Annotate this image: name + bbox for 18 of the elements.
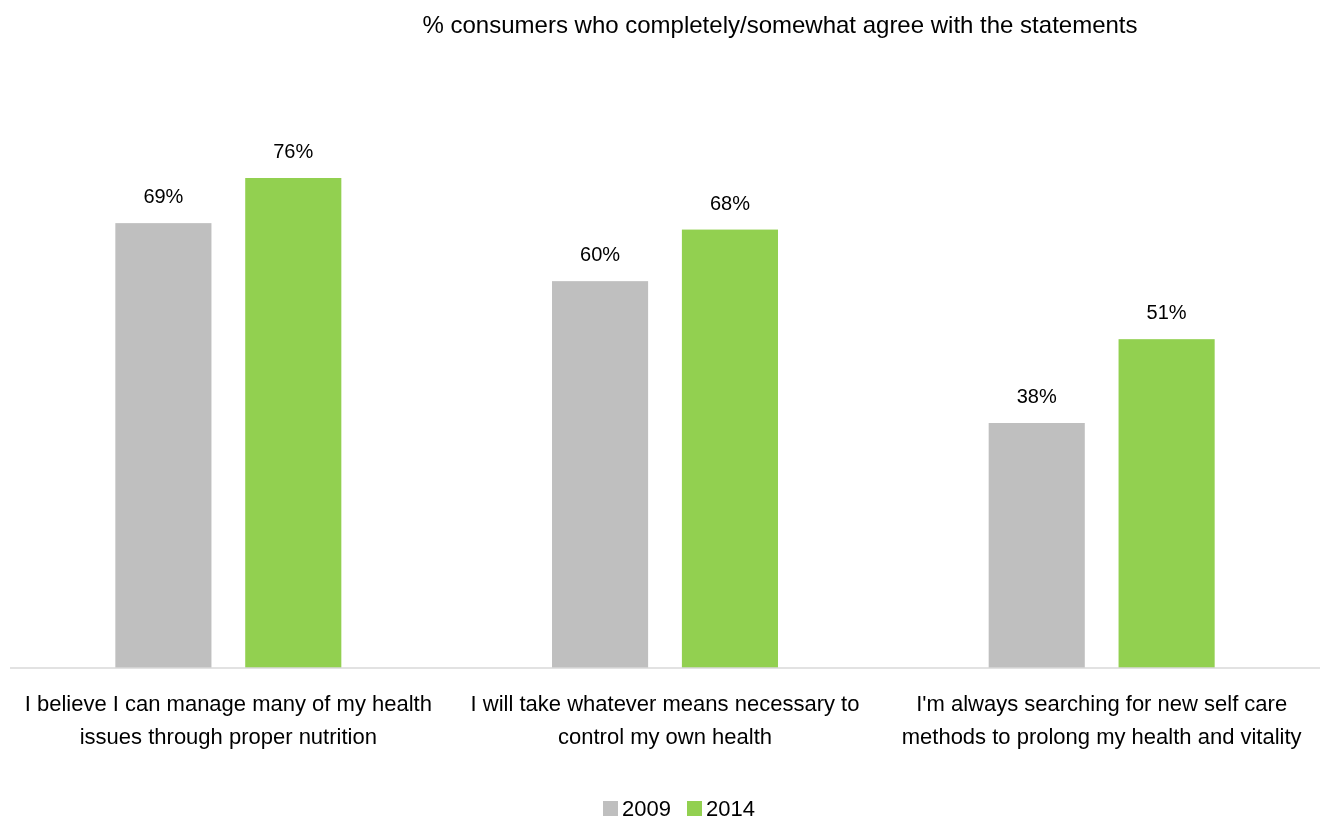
- x-tick-label: I will take whatever means necessary to control my own health: [470, 691, 860, 749]
- chart-title: % consumers who completely/somewhat agree with the statements: [422, 11, 1138, 38]
- data-label: 68%: [709, 191, 751, 214]
- legend-label: 2009: [622, 796, 671, 820]
- bar: [681, 229, 778, 668]
- bar: [988, 423, 1085, 668]
- bar: [245, 178, 342, 668]
- data-label: 69%: [143, 185, 184, 208]
- x-tick-label: I'm always searching for new self care methods to prolong my health and vitality: [901, 691, 1302, 749]
- bar: [552, 281, 649, 668]
- legend-label: 2014: [706, 796, 755, 820]
- bar: [1118, 339, 1215, 668]
- x-tick-label: I believe I can manage many of my health issues through proper nutrition: [24, 691, 432, 749]
- data-label: 51%: [1146, 301, 1187, 324]
- data-label: 38%: [1016, 385, 1057, 407]
- bar: [115, 223, 212, 668]
- data-label: 76%: [273, 140, 314, 162]
- data-label: 60%: [580, 243, 621, 266]
